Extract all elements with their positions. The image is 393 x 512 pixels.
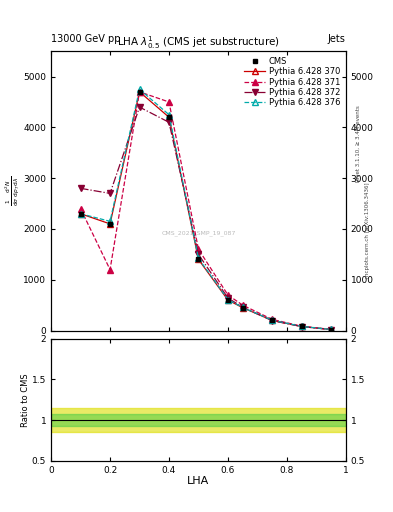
Pythia 6.428 371: [78, 206, 83, 212]
Line: Pythia 6.428 376: Pythia 6.428 376: [77, 86, 334, 333]
Pythia 6.428 371: [270, 316, 275, 323]
CMS: [299, 324, 304, 330]
Pythia 6.428 376: [329, 327, 333, 333]
Pythia 6.428 372: [137, 104, 142, 110]
Text: CMS_2021_SMP_19_087: CMS_2021_SMP_19_087: [161, 230, 236, 236]
CMS: [241, 305, 245, 311]
Line: Pythia 6.428 372: Pythia 6.428 372: [77, 104, 334, 333]
Pythia 6.428 370: [241, 305, 245, 311]
Pythia 6.428 376: [108, 218, 112, 224]
Line: CMS: CMS: [78, 90, 334, 332]
Pythia 6.428 371: [108, 267, 112, 273]
Text: Rivet 3.1.10, ≥ 3.4M events: Rivet 3.1.10, ≥ 3.4M events: [356, 105, 361, 182]
CMS: [108, 221, 112, 227]
Pythia 6.428 370: [270, 317, 275, 324]
CMS: [78, 210, 83, 217]
Pythia 6.428 370: [299, 324, 304, 330]
Pythia 6.428 372: [196, 251, 201, 258]
CMS: [226, 297, 230, 303]
Legend: CMS, Pythia 6.428 370, Pythia 6.428 371, Pythia 6.428 372, Pythia 6.428 376: CMS, Pythia 6.428 370, Pythia 6.428 371,…: [242, 55, 342, 109]
CMS: [270, 317, 275, 324]
Pythia 6.428 371: [299, 323, 304, 329]
Pythia 6.428 370: [329, 327, 333, 333]
Pythia 6.428 371: [196, 246, 201, 252]
X-axis label: LHA: LHA: [187, 476, 209, 486]
Y-axis label: Ratio to CMS: Ratio to CMS: [22, 373, 31, 426]
CMS: [137, 89, 142, 95]
Text: Jets: Jets: [328, 33, 346, 44]
Pythia 6.428 370: [226, 297, 230, 303]
Line: Pythia 6.428 371: Pythia 6.428 371: [77, 89, 334, 333]
Pythia 6.428 372: [78, 185, 83, 191]
CMS: [196, 257, 201, 263]
Pythia 6.428 370: [137, 89, 142, 95]
Pythia 6.428 371: [329, 326, 333, 332]
Pythia 6.428 372: [108, 190, 112, 197]
Pythia 6.428 370: [167, 114, 171, 120]
Pythia 6.428 372: [299, 324, 304, 330]
Bar: [51, 408, 346, 432]
Pythia 6.428 376: [196, 255, 201, 262]
Pythia 6.428 372: [167, 119, 171, 125]
Pythia 6.428 376: [78, 210, 83, 217]
Text: 13000 GeV pp: 13000 GeV pp: [51, 33, 121, 44]
Pythia 6.428 371: [137, 89, 142, 95]
Bar: [51, 414, 346, 426]
Pythia 6.428 371: [167, 99, 171, 105]
Pythia 6.428 372: [241, 304, 245, 310]
Line: Pythia 6.428 370: Pythia 6.428 370: [77, 89, 334, 333]
Pythia 6.428 372: [226, 295, 230, 301]
Pythia 6.428 370: [78, 210, 83, 217]
Pythia 6.428 371: [226, 292, 230, 298]
Pythia 6.428 372: [270, 317, 275, 324]
Pythia 6.428 376: [137, 86, 142, 92]
Pythia 6.428 370: [196, 257, 201, 263]
Pythia 6.428 376: [167, 112, 171, 118]
Pythia 6.428 376: [299, 323, 304, 329]
Text: mcplots.cern.ch [arXiv:1306.3436]: mcplots.cern.ch [arXiv:1306.3436]: [365, 183, 371, 278]
CMS: [167, 114, 171, 120]
Pythia 6.428 376: [270, 317, 275, 323]
Title: LHA $\lambda^{1}_{0.5}$ (CMS jet substructure): LHA $\lambda^{1}_{0.5}$ (CMS jet substru…: [117, 34, 280, 51]
Y-axis label: $\frac{1}{\mathrm{d}\sigma}\,\frac{\mathrm{d}^2N}{\mathrm{d}p_T\,\mathrm{d}\lamb: $\frac{1}{\mathrm{d}\sigma}\,\frac{\math…: [4, 176, 22, 206]
Pythia 6.428 376: [241, 304, 245, 310]
Pythia 6.428 372: [329, 327, 333, 333]
Pythia 6.428 370: [108, 221, 112, 227]
Pythia 6.428 371: [241, 302, 245, 308]
CMS: [329, 327, 333, 333]
Pythia 6.428 376: [226, 296, 230, 303]
